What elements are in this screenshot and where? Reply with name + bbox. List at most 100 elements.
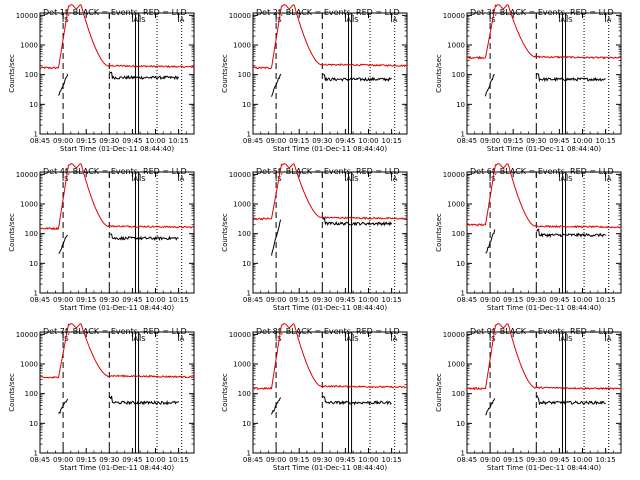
x-tick-label: 08:45 [457, 456, 477, 464]
marker-label: S [491, 16, 496, 24]
marker-label: A [393, 175, 398, 183]
lld-series-line [466, 323, 622, 391]
x-tick-label: 08:45 [243, 456, 263, 464]
y-tick-label: 1 [34, 290, 38, 298]
lld-series-line [252, 323, 408, 390]
x-tick-label: 10:15 [169, 137, 189, 145]
y-tick-label: 10000 [443, 12, 465, 20]
x-tick-label: 09:15 [76, 137, 96, 145]
y-tick-label: 1 [461, 131, 465, 139]
x-tick-label: 09:00 [266, 296, 286, 304]
y-tick-label: 1000 [20, 201, 38, 209]
y-tick-label: 100 [25, 390, 38, 398]
events-series-line [271, 219, 282, 256]
x-axis-label: Start Time (01-Dec-11 08:44:40) [487, 304, 601, 312]
x-tick-label: 09:15 [503, 456, 523, 464]
marker-label: A [180, 175, 185, 183]
panel-title: Det 2f, BLACK = Events, RED = LLD [256, 8, 400, 17]
x-tick-label: 09:15 [289, 137, 309, 145]
marker-label: S [568, 16, 573, 24]
y-tick-label: 10 [242, 420, 251, 428]
y-tick-label: 10 [29, 420, 38, 428]
events-series-line [108, 395, 179, 406]
x-tick-label: 09:45 [335, 296, 355, 304]
marker-label: A [180, 16, 185, 24]
x-tick-label: 09:30 [99, 137, 119, 145]
x-tick-label: 10:00 [358, 137, 378, 145]
panel-title: Det 5f, BLACK = Events, RED = LLD [256, 167, 400, 176]
y-tick-label: 1 [247, 290, 251, 298]
y-axis-label: Counts/sec [8, 54, 16, 93]
x-axis-label: Start Time (01-Dec-11 08:44:40) [273, 304, 387, 312]
x-tick-label: 09:30 [526, 296, 546, 304]
x-tick-label: 09:45 [335, 137, 355, 145]
marker-label: S [277, 175, 282, 183]
panel-title: Det 8f, BLACK = Events, RED = LLD [256, 327, 400, 336]
x-tick-label: 09:30 [312, 456, 332, 464]
y-tick-label: 100 [238, 390, 251, 398]
x-tick-label: 09:00 [53, 137, 73, 145]
marker-label: A [133, 175, 138, 183]
x-tick-label: 10:15 [382, 296, 402, 304]
events-series-line [58, 398, 69, 414]
y-tick-label: 100 [25, 71, 38, 79]
y-axis-label: Counts/sec [221, 213, 229, 252]
marker-label: A [560, 16, 565, 24]
events-series-line [322, 217, 393, 227]
x-axis-label: Start Time (01-Dec-11 08:44:40) [487, 145, 601, 153]
x-tick-label: 09:45 [122, 137, 142, 145]
y-tick-label: 100 [25, 230, 38, 238]
x-tick-label: 10:00 [145, 296, 165, 304]
x-tick-label: 09:45 [122, 456, 142, 464]
marker-label: A [346, 175, 351, 183]
marker-label: S [141, 335, 146, 343]
x-tick-label: 09:15 [289, 296, 309, 304]
x-axis-label: Start Time (01-Dec-11 08:44:40) [487, 464, 601, 472]
marker-label: A [393, 16, 398, 24]
events-series-line [485, 229, 496, 254]
lld-series-line [466, 4, 622, 60]
y-tick-label: 10 [456, 260, 465, 268]
marker-label: A [133, 16, 138, 24]
y-axis-label: Counts/sec [435, 373, 443, 412]
y-axis-label: Counts/sec [221, 373, 229, 412]
x-axis-label: Start Time (01-Dec-11 08:44:40) [60, 145, 174, 153]
x-tick-label: 08:45 [243, 137, 263, 145]
y-tick-label: 10000 [229, 12, 251, 20]
x-tick-label: 09:00 [480, 137, 500, 145]
x-axis-label: Start Time (01-Dec-11 08:44:40) [60, 464, 174, 472]
marker-label: S [141, 175, 146, 183]
y-tick-label: 1 [34, 450, 38, 458]
x-tick-label: 10:00 [572, 456, 592, 464]
panel-title: Det 4f, BLACK = Events, RED = LLD [43, 167, 187, 176]
y-tick-label: 10000 [229, 171, 251, 179]
marker-label: S [64, 335, 69, 343]
y-tick-label: 100 [452, 71, 465, 79]
marker-label: A [346, 16, 351, 24]
y-tick-label: 1 [247, 131, 251, 139]
x-tick-label: 09:45 [335, 456, 355, 464]
x-tick-label: 09:45 [549, 296, 569, 304]
x-tick-label: 10:15 [596, 137, 616, 145]
events-series-line [536, 228, 606, 238]
marker-label: A [607, 175, 612, 183]
marker-label: A [607, 335, 612, 343]
y-tick-label: 10 [29, 101, 38, 109]
panel-5: Det 5f, BLACK = Events, RED = LLD 1 10 100 1… [221, 163, 408, 312]
lld-series-line [466, 163, 622, 229]
x-tick-label: 10:00 [145, 456, 165, 464]
events-series-line [271, 397, 282, 415]
y-tick-label: 100 [238, 230, 251, 238]
panel-9: Det 9f, BLACK = Events, RED = LLD 1 10 100 1… [435, 323, 622, 472]
panel-8: Det 8f, BLACK = Events, RED = LLD 1 10 100 1… [221, 323, 408, 472]
events-series-line [58, 73, 69, 96]
marker-label: A [180, 335, 185, 343]
panel-2: Det 2f, BLACK = Events, RED = LLD 1 10 100 1… [221, 4, 408, 153]
events-series-line [109, 233, 179, 241]
events-series-line [321, 395, 392, 406]
panel-title: Det 3f, BLACK = Events, RED = LLD [470, 8, 614, 17]
y-tick-label: 1000 [233, 201, 251, 209]
marker-label: A [560, 175, 565, 183]
x-axis-label: Start Time (01-Dec-11 08:44:40) [273, 145, 387, 153]
y-axis-label: Counts/sec [435, 213, 443, 252]
